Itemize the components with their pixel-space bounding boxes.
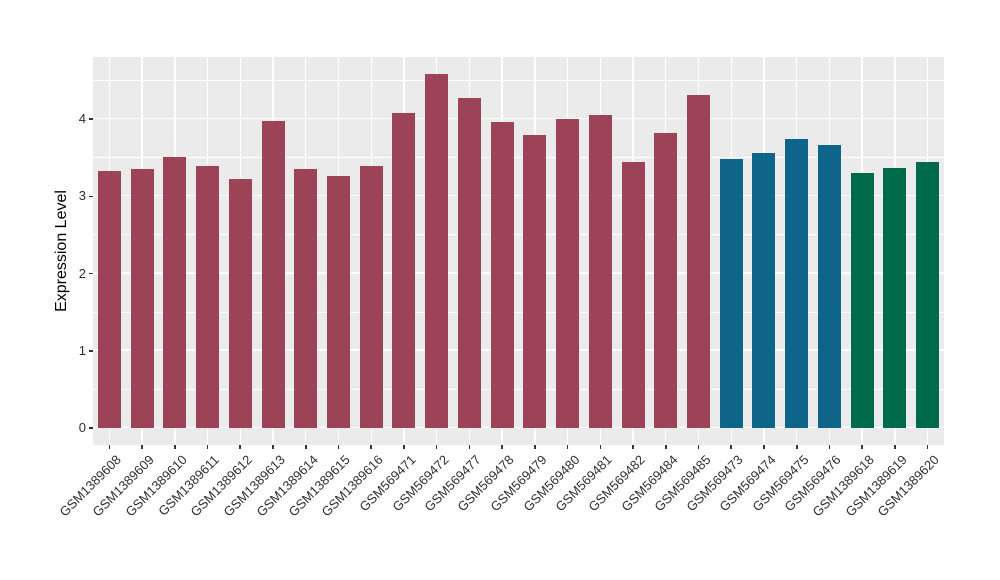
bar-GSM569472 xyxy=(425,73,449,428)
bar-GSM1389611 xyxy=(196,165,220,428)
x-tick xyxy=(926,445,929,449)
gridline-major xyxy=(93,272,944,274)
bar-GSM1389609 xyxy=(130,168,154,428)
gridline-minor xyxy=(93,157,944,158)
x-tick xyxy=(501,445,503,449)
x-tick xyxy=(664,445,667,449)
x-tick xyxy=(370,445,372,449)
x-tick xyxy=(239,445,242,449)
bar-GSM569473 xyxy=(719,159,743,428)
bar-GSM569480 xyxy=(556,119,580,428)
bar-GSM569482 xyxy=(621,162,645,428)
bar-GSM569476 xyxy=(817,145,841,428)
x-tick xyxy=(304,445,307,449)
x-tick xyxy=(141,445,143,449)
plot-panel xyxy=(93,57,944,445)
bar-GSM1389612 xyxy=(228,179,252,428)
bar-GSM569484 xyxy=(654,133,678,428)
x-tick xyxy=(534,445,536,449)
y-tick xyxy=(89,427,93,429)
bar-GSM1389620 xyxy=(916,162,940,428)
y-tick-label: 3 xyxy=(78,188,86,204)
x-tick xyxy=(861,445,863,449)
bar-GSM569471 xyxy=(392,113,416,428)
bar-GSM1389615 xyxy=(326,176,350,428)
bar-GSM1389608 xyxy=(97,170,121,428)
x-tick xyxy=(435,445,438,449)
bar-GSM569481 xyxy=(588,115,612,428)
bar-GSM1389619 xyxy=(883,167,907,428)
x-tick xyxy=(206,445,209,449)
x-tick xyxy=(763,445,765,449)
y-tick-label: 0 xyxy=(78,420,86,435)
x-tick xyxy=(337,445,340,449)
x-tick xyxy=(894,445,896,449)
y-axis-title: Expression Level xyxy=(53,190,70,312)
gridline-major xyxy=(93,195,944,197)
gridline-major xyxy=(93,426,944,428)
y-tick-label: 4 xyxy=(78,111,86,127)
x-tick xyxy=(108,445,111,449)
gridline-minor xyxy=(93,234,944,235)
bar-GSM1389614 xyxy=(294,168,318,428)
x-tick xyxy=(174,445,176,449)
x-tick xyxy=(599,445,602,449)
y-tick-label: 1 xyxy=(78,342,86,358)
bar-GSM569475 xyxy=(785,138,809,428)
gridline-minor xyxy=(93,79,944,81)
x-tick xyxy=(697,445,700,449)
bar-GSM569474 xyxy=(752,153,776,428)
x-tick xyxy=(403,445,405,449)
y-tick xyxy=(89,195,93,198)
y-tick xyxy=(89,272,93,275)
bar-GSM569477 xyxy=(457,97,481,428)
gridline-minor xyxy=(93,311,944,313)
y-tick-label: 2 xyxy=(78,265,86,281)
x-tick xyxy=(632,445,634,449)
x-tick xyxy=(828,445,831,449)
y-tick xyxy=(89,350,93,352)
bar-GSM1389613 xyxy=(261,120,285,428)
bar-GSM569478 xyxy=(490,121,514,428)
bar-GSM569479 xyxy=(523,135,547,428)
x-tick xyxy=(795,445,798,449)
x-tick xyxy=(272,445,274,449)
bar-GSM569485 xyxy=(687,94,711,428)
bar-GSM1389610 xyxy=(163,157,187,428)
x-tick xyxy=(468,445,471,449)
y-tick xyxy=(89,118,93,120)
x-tick xyxy=(566,445,569,449)
gridline-minor xyxy=(93,388,944,390)
gridline-major xyxy=(93,117,944,120)
bar-GSM1389618 xyxy=(850,173,874,428)
x-tick xyxy=(730,445,733,449)
gridline-major xyxy=(93,349,944,351)
bar-GSM1389616 xyxy=(359,166,383,428)
